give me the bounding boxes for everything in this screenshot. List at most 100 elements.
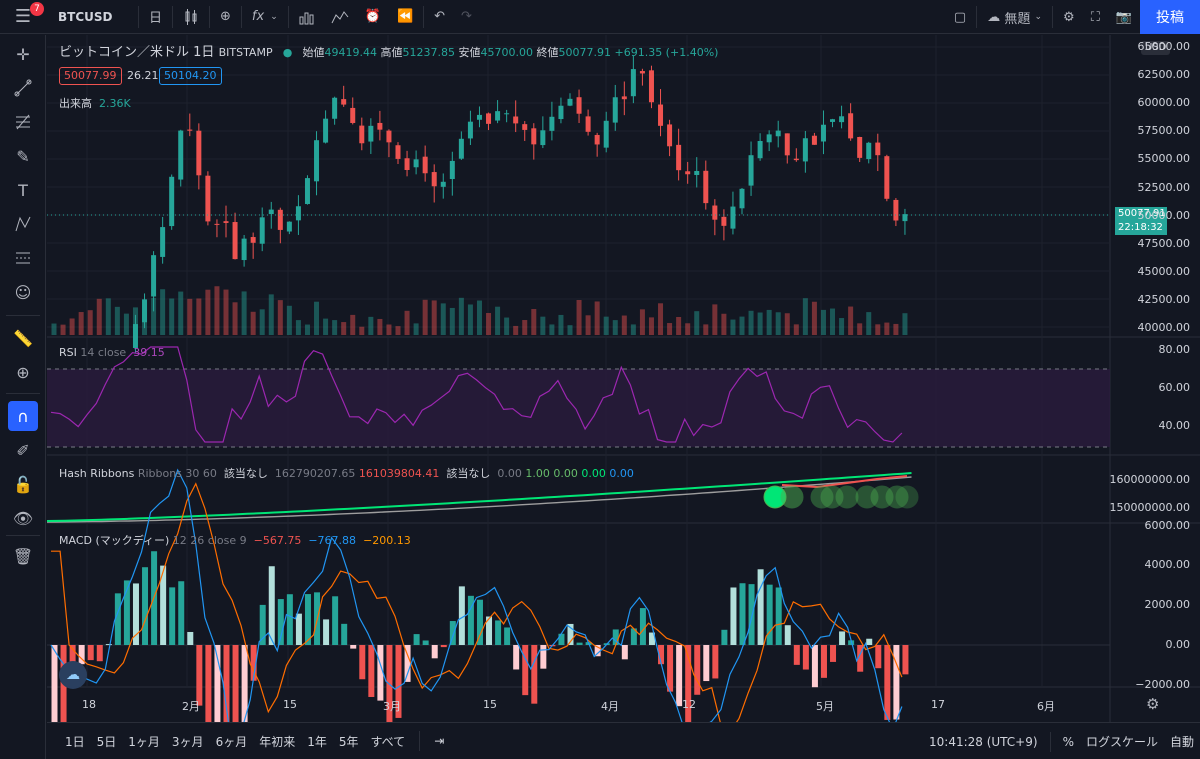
templates-icon[interactable] [323, 0, 357, 34]
eye-icon[interactable]: 👁 [12, 508, 34, 528]
macd-histogram-bar [830, 645, 837, 662]
symbol-search-button[interactable]: BTCUSD [58, 9, 113, 24]
hash-ribbons-legend: Hash Ribbons Ribbons 30 60 該当なし 16279020… [59, 467, 634, 480]
volume-bar [612, 320, 618, 335]
macd-histogram-bar [132, 583, 139, 645]
chart-canvas[interactable] [47, 35, 1200, 722]
interval-button[interactable]: 日 [149, 11, 163, 26]
hash-ribbon-signal-dot [810, 485, 834, 509]
range-button[interactable]: 年初来 [259, 734, 296, 749]
candle-body [332, 97, 338, 119]
volume-legend: 出来高 2.36K [59, 97, 131, 110]
magnet-icon[interactable]: ∩ [8, 401, 38, 431]
camera-icon[interactable]: 📷 [1115, 9, 1132, 25]
axis-settings-gear-icon[interactable]: ⚙ [1146, 695, 1160, 713]
text-tool-icon[interactable]: T [18, 180, 28, 200]
percent-scale-toggle[interactable]: % [1062, 734, 1074, 749]
volume-bar [223, 289, 229, 335]
candle-body [160, 227, 166, 257]
clock-timezone[interactable]: 10:41:28 (UTC+9) [929, 734, 1038, 749]
lock-icon[interactable]: 🔓 [13, 474, 33, 494]
macd-histogram-bar [612, 629, 619, 645]
candle-body [295, 206, 301, 221]
goto-date-icon[interactable]: ⇥ [434, 734, 445, 748]
prediction-tool-icon[interactable] [8, 243, 38, 273]
range-button[interactable]: 1ヶ月 [128, 734, 160, 749]
hamburger-icon: ☰ [14, 6, 32, 27]
log-scale-toggle[interactable]: ログスケール [1085, 735, 1158, 749]
candle-body [721, 216, 727, 226]
emoji-icon[interactable]: ☺ [14, 282, 32, 302]
range-button[interactable]: 3ヶ月 [171, 734, 204, 749]
menu-button[interactable]: ☰ 7 [0, 0, 46, 34]
auto-scale-toggle[interactable]: 自動 [1169, 735, 1194, 749]
time-axis-label: 12 [682, 698, 696, 711]
ask-price-box[interactable]: 50104.20 [159, 67, 222, 85]
replay-icon[interactable]: ⏪ [396, 9, 414, 24]
price-axis-label: 45000.00 [1137, 265, 1191, 278]
range-button[interactable]: 1日 [65, 734, 85, 749]
macd-histogram-bar [341, 623, 348, 645]
bid-price-box[interactable]: 50077.99 [59, 67, 122, 85]
candle-style-icon[interactable] [175, 0, 207, 34]
currency-button[interactable]: USD [1141, 41, 1171, 55]
range-button[interactable]: 5年 [338, 734, 359, 749]
macd-histogram-bar [802, 645, 809, 670]
candle-body [603, 120, 609, 148]
lock-drawing-icon[interactable]: ✐ [16, 440, 30, 460]
macd-histogram-bar [667, 645, 674, 692]
hash-ribbon-signal-dot [885, 485, 909, 509]
brush-icon[interactable]: ✎ [16, 146, 30, 166]
volume-bar [639, 309, 645, 335]
tradingview-logo-icon[interactable]: ☁ [59, 661, 87, 689]
settings-gear-icon[interactable]: ⚙ [1063, 9, 1075, 25]
market-open-dot-icon: ● [282, 46, 293, 59]
financials-icon[interactable] [291, 0, 323, 34]
undo-icon[interactable]: ↶ [434, 9, 446, 24]
volume-bar [549, 324, 555, 335]
alert-clock-icon[interactable]: ⏰ [364, 9, 381, 24]
zoom-in-icon[interactable]: ⊕ [16, 362, 30, 382]
compare-add-icon[interactable]: ⊕ [220, 9, 231, 24]
trash-icon[interactable]: 🗑 [12, 546, 34, 566]
macd-histogram-bar [368, 645, 375, 697]
trendline-icon[interactable] [8, 73, 38, 103]
layout-square-icon[interactable]: ▢ [953, 9, 967, 25]
candle-body [504, 113, 510, 115]
layout-save-button[interactable]: ☁ 無題 ⌄ [987, 9, 1043, 27]
macd-histogram-bar [332, 596, 339, 645]
chart-area[interactable]: ビットコイン／米ドル 1日 BITSTAMP ● 始値49419.44 高値51… [47, 35, 1200, 722]
candle-body [467, 121, 473, 139]
range-button[interactable]: 6ヶ月 [215, 734, 248, 749]
volume-bar [676, 316, 682, 335]
hash-ribbon-signal-dot [870, 485, 894, 509]
redo-icon[interactable]: ↷ [461, 9, 472, 24]
macd-histogram-bar [422, 640, 429, 645]
indicators-button[interactable]: fx ⌄ [251, 9, 278, 24]
macd-histogram-bar [476, 599, 483, 645]
candle-body [540, 130, 546, 146]
bottom-toolbar: 1日 5日 1ヶ月 3ヶ月 6ヶ月 年初来 1年 5年 すべて ⇥ 10:41:28 (UTC+… [47, 722, 1200, 759]
macd-histogram-bar [51, 645, 58, 722]
ruler-icon[interactable]: 📏 [13, 328, 33, 348]
candle-body [151, 255, 157, 297]
candle-body [431, 172, 437, 187]
range-button[interactable]: 1年 [307, 734, 327, 749]
pattern-tool-icon[interactable] [8, 209, 38, 239]
candle-body [223, 221, 229, 223]
last-price-tag: 50077.91 [1115, 207, 1167, 221]
fullscreen-icon[interactable]: ⛶ [1090, 9, 1100, 25]
macd-histogram-bar [196, 645, 203, 706]
candle-body [187, 129, 193, 131]
crosshair-icon[interactable]: ✛ [16, 44, 30, 64]
fib-tool-icon[interactable] [8, 107, 38, 137]
rsi-axis-label: 60.00 [1158, 381, 1191, 394]
macd-histogram-bar [486, 616, 493, 645]
range-button[interactable]: すべて [370, 734, 406, 749]
volume-bar [205, 289, 211, 335]
macd-histogram-bar [467, 595, 474, 645]
publish-button[interactable]: 投稿 [1140, 0, 1200, 34]
candle-body [232, 222, 238, 260]
range-button[interactable]: 5日 [96, 734, 117, 749]
candle-body [259, 217, 265, 244]
